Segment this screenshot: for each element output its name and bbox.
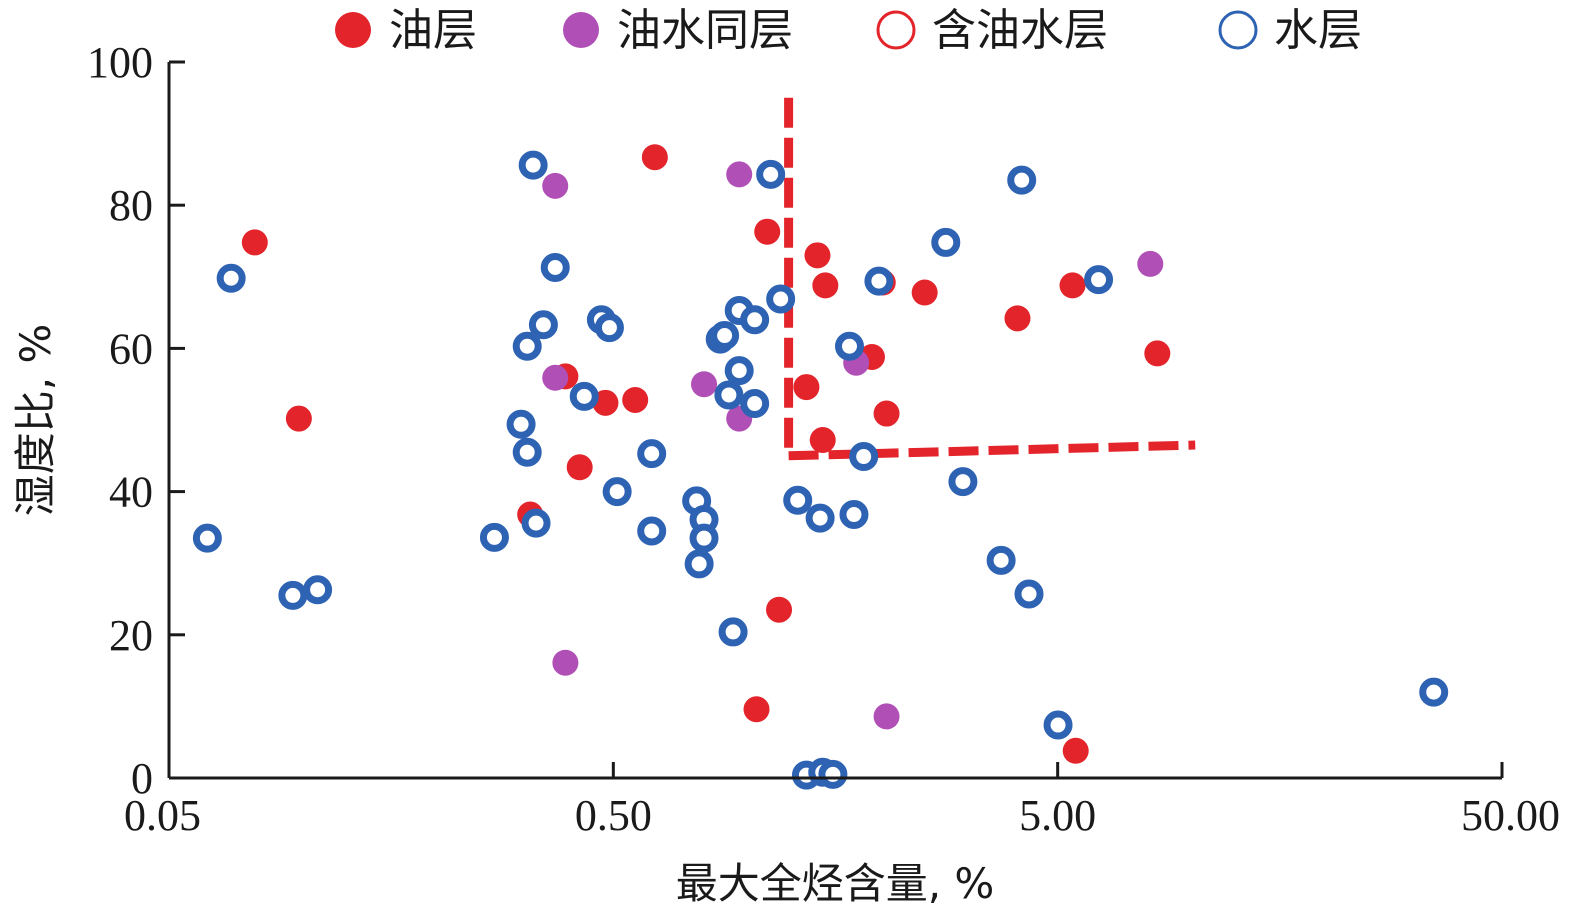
data-point [1043, 710, 1073, 740]
data-point [986, 545, 1016, 575]
data-point [1144, 340, 1171, 367]
data-point [1007, 165, 1037, 195]
y-tick-label: 20 [109, 611, 153, 660]
data-point [641, 144, 668, 171]
x-tick-label: 0.50 [575, 791, 652, 840]
legend-marker [335, 12, 371, 48]
data-point [804, 242, 831, 269]
data-point [1084, 265, 1114, 295]
legend-marker [1218, 10, 1258, 50]
data-point [689, 523, 719, 553]
data-point [552, 649, 579, 676]
data-point [1419, 677, 1449, 707]
data-point [740, 305, 770, 335]
data-point [793, 374, 820, 401]
data-point [931, 227, 961, 257]
data-point [766, 596, 793, 623]
data-point [566, 454, 593, 481]
axes-layer [167, 62, 1502, 780]
annotations-layer [784, 97, 1196, 461]
data-point [622, 386, 649, 413]
data-point [521, 508, 551, 538]
data-point [594, 313, 624, 343]
data-point [873, 703, 900, 730]
data-point [278, 580, 308, 610]
y-axis-title: 湿度比, % [11, 324, 60, 517]
data-point [479, 522, 509, 552]
data-point [714, 380, 744, 410]
data-point [1137, 250, 1164, 277]
data-point [691, 371, 718, 398]
data-point [805, 503, 835, 533]
data-point [740, 389, 770, 419]
data-point [285, 405, 312, 432]
data-point [911, 279, 938, 306]
x-axis-title: 最大全烃含量, % [676, 859, 995, 908]
y-tick-label: 80 [109, 181, 153, 230]
data-point [592, 389, 619, 416]
data-point [724, 356, 754, 386]
data-point [783, 485, 813, 515]
data-point [864, 266, 894, 296]
data-point [512, 331, 542, 361]
legend-label: 油层 [389, 5, 477, 56]
data-point [540, 252, 570, 282]
data-point [542, 364, 569, 391]
data-point [1014, 579, 1044, 609]
data-point [873, 400, 900, 427]
ticks-layer: 0 20 40 60 80 100 0.05 0.50 5.00 50.00 [87, 38, 1560, 840]
data-point [637, 439, 667, 469]
points-layer [192, 144, 1449, 790]
data-point [506, 409, 536, 439]
data-point [602, 477, 632, 507]
legend-label: 水层 [1274, 5, 1362, 56]
data-point [216, 263, 246, 293]
y-tick-label: 60 [109, 324, 153, 373]
data-point [1004, 305, 1031, 332]
data-point [512, 437, 542, 467]
data-point [1062, 737, 1089, 764]
data-point [743, 696, 770, 723]
data-point [766, 284, 796, 314]
data-point [849, 442, 879, 472]
data-point [528, 310, 558, 340]
data-point [1059, 272, 1086, 299]
data-point [637, 516, 667, 546]
legend-label: 油水同层 [617, 5, 793, 56]
data-point [809, 427, 836, 454]
data-point [726, 161, 753, 188]
data-point [754, 218, 781, 245]
legend-marker [876, 10, 916, 50]
x-tick-label: 50.00 [1461, 791, 1560, 840]
data-point [684, 549, 714, 579]
data-point [756, 159, 786, 189]
legend-marker [563, 12, 599, 48]
data-point [192, 523, 222, 553]
x-tick-label: 5.00 [1019, 791, 1096, 840]
data-point [834, 331, 864, 361]
data-point [818, 759, 848, 789]
data-point [839, 500, 869, 530]
data-point [718, 617, 748, 647]
data-point [241, 229, 268, 256]
x-tick-label: 0.05 [124, 791, 201, 840]
legend-label: 含油水层 [932, 5, 1108, 56]
y-tick-label: 0 [131, 754, 153, 803]
data-point [542, 172, 569, 199]
y-tick-label: 100 [87, 38, 153, 87]
data-point [303, 575, 333, 605]
data-point [518, 150, 548, 180]
legend: 油层 油水同层 含油水层 水层 [335, 5, 1362, 56]
data-point [948, 467, 978, 497]
y-tick-label: 40 [109, 468, 153, 517]
data-point [812, 272, 839, 299]
data-point [569, 381, 599, 411]
data-point [710, 321, 740, 351]
